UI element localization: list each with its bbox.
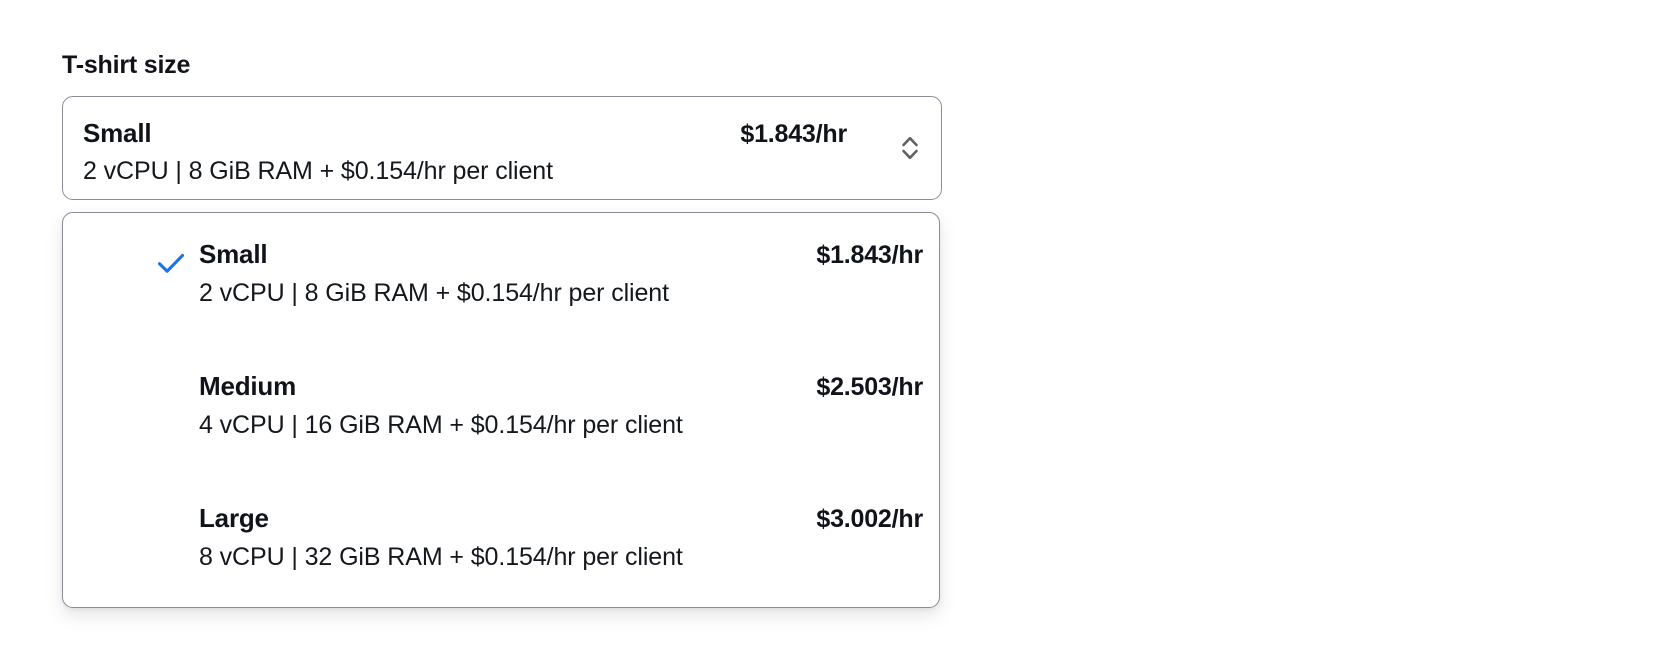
option-description: 4 vCPU | 16 GiB RAM + $0.154/hr per clie… xyxy=(199,411,683,439)
field-label-tshirt-size: T-shirt size xyxy=(62,51,191,79)
dropdown-option-medium[interactable]: Medium $2.503/hr 4 vCPU | 16 GiB RAM + $… xyxy=(63,345,939,477)
dropdown-option-small[interactable]: Small $1.843/hr 2 vCPU | 8 GiB RAM + $0.… xyxy=(63,213,939,345)
option-header-row: Small $1.843/hr xyxy=(199,238,923,271)
tshirt-size-dropdown-list[interactable]: Small $1.843/hr 2 vCPU | 8 GiB RAM + $0.… xyxy=(62,212,940,608)
select-inner: Small $1.843/hr 2 vCPU | 8 GiB RAM + $0.… xyxy=(83,97,923,199)
option-header-row: Medium $2.503/hr xyxy=(199,370,923,403)
check-icon xyxy=(155,247,187,279)
select-selected-price: $1.843/hr xyxy=(740,120,847,148)
dropdown-option-large[interactable]: Large $3.002/hr 8 vCPU | 32 GiB RAM + $0… xyxy=(63,477,939,607)
option-price: $2.503/hr xyxy=(816,373,923,401)
select-selected-title: Small xyxy=(83,118,152,148)
option-price: $3.002/hr xyxy=(816,505,923,533)
chevron-up-down-icon[interactable] xyxy=(897,131,923,165)
option-price: $1.843/hr xyxy=(816,241,923,269)
option-body: Large $3.002/hr 8 vCPU | 32 GiB RAM + $0… xyxy=(199,502,923,573)
option-title: Medium xyxy=(199,371,297,401)
select-summary-row: Small $1.843/hr xyxy=(83,117,847,151)
select-selected-description: 2 vCPU | 8 GiB RAM + $0.154/hr per clien… xyxy=(83,157,553,185)
option-body: Small $1.843/hr 2 vCPU | 8 GiB RAM + $0.… xyxy=(199,238,923,309)
option-title: Small xyxy=(199,239,268,269)
option-header-row: Large $3.002/hr xyxy=(199,502,923,535)
option-title: Large xyxy=(199,503,269,533)
option-description: 2 vCPU | 8 GiB RAM + $0.154/hr per clien… xyxy=(199,279,669,307)
option-description: 8 vCPU | 32 GiB RAM + $0.154/hr per clie… xyxy=(199,543,683,571)
tshirt-size-select[interactable]: Small $1.843/hr 2 vCPU | 8 GiB RAM + $0.… xyxy=(62,96,942,200)
option-body: Medium $2.503/hr 4 vCPU | 16 GiB RAM + $… xyxy=(199,370,923,441)
